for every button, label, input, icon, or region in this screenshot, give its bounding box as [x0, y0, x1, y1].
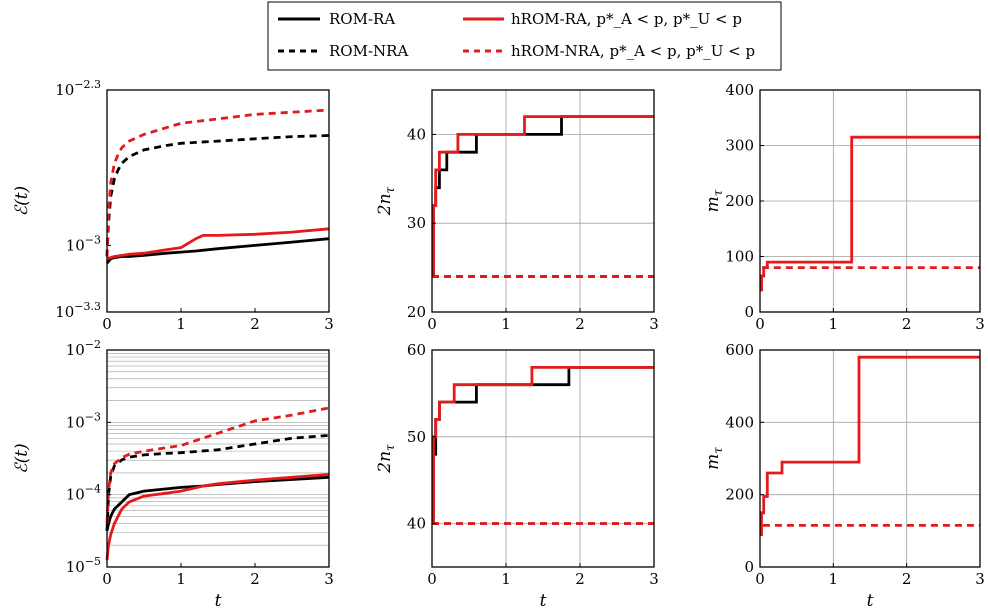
- legend-box: [267, 1, 782, 71]
- series-line-hrom-nra: [105, 108, 330, 257]
- legend-label-hrom-nra: hROM-NRA, p*_A < p, p*_U < p: [511, 42, 755, 60]
- y-tick-label: 300: [725, 137, 754, 155]
- plot-frame: [431, 89, 655, 313]
- y-tick-label: 0: [744, 558, 754, 576]
- legend-label-hrom-ra: hROM-RA, p*_A < p, p*_U < p: [511, 10, 742, 28]
- series-line-hrom-nra: [760, 266, 980, 292]
- series-line-rom-ra: [432, 115, 654, 278]
- y-tick-label: 10−4: [66, 483, 101, 504]
- y-tick-label: 50: [407, 428, 426, 446]
- y-tick-label: 400: [725, 413, 754, 431]
- y-axis-label: ℰ(t): [12, 186, 32, 216]
- y-axis-label: mτ: [703, 189, 725, 212]
- y-tick-label: 100: [725, 248, 754, 266]
- x-tick-label: 1: [501, 570, 511, 588]
- series-line-hrom-ra: [106, 227, 330, 261]
- y-tick-label: 30: [407, 214, 426, 232]
- y-tick-label: 10−2.3: [55, 78, 101, 99]
- y-tick-label: 60: [407, 341, 426, 359]
- y-tick-label: 0: [744, 303, 754, 321]
- y-tick-label: 40: [407, 125, 426, 143]
- x-tick-label: 2: [250, 570, 260, 588]
- y-tick-label: 10−3: [66, 410, 101, 431]
- series-line-rom-nra: [105, 434, 330, 531]
- series-line-rom-ra: [432, 365, 654, 525]
- y-tick-label: 10−2: [66, 338, 101, 359]
- plot-frame: [759, 349, 981, 568]
- legend-label-rom-nra: ROM-NRA: [329, 42, 408, 60]
- y-axis-label: 2nτ: [375, 186, 397, 216]
- x-tick-label: 3: [324, 315, 334, 333]
- y-tick-label: 10−3.3: [55, 300, 101, 321]
- x-tick-label: 1: [501, 315, 511, 333]
- x-tick-label: 1: [829, 315, 839, 333]
- chart-panel-1: 0 1 2 3 10−2.3 10−3 10−3.3 ℰ(t): [12, 78, 334, 333]
- plot-frame: [431, 349, 655, 568]
- x-tick-label: 3: [975, 570, 985, 588]
- x-tick-label: 1: [176, 570, 186, 588]
- chart-panel-3: 0 1 2 3 0 100 200 300 400 mτ: [703, 81, 985, 333]
- x-tick-label: 1: [176, 315, 186, 333]
- chart-panel-4: 0 1 2 3 10−2 10−3 10−4 10−5 ℰ(t) t: [12, 338, 334, 611]
- x-tick-label: 0: [102, 570, 112, 588]
- series-line-rom-ra: [105, 475, 330, 532]
- x-tick-label: 0: [427, 570, 437, 588]
- y-tick-label: 200: [725, 486, 754, 504]
- x-tick-label: 0: [755, 570, 765, 588]
- series-line-rom-nra: [105, 134, 330, 257]
- x-axis-label: t: [867, 591, 874, 611]
- y-axis-label: 2nτ: [375, 444, 397, 474]
- y-axis-label: mτ: [703, 447, 725, 470]
- chart-panel-5: 0 1 2 3 40 50 60 2nτ t: [375, 341, 659, 611]
- x-tick-label: 0: [427, 315, 437, 333]
- legend-label-rom-ra: ROM-RA: [329, 10, 395, 28]
- x-tick-label: 3: [324, 570, 334, 588]
- legend: ROM-RA hROM-RA, p*_A < p, p*_U < p ROM-N…: [267, 1, 782, 71]
- y-tick-label: 10−3: [66, 233, 101, 254]
- series-line-hrom-nra: [760, 524, 980, 536]
- x-tick-label: 3: [975, 315, 985, 333]
- y-tick-label: 600: [725, 341, 754, 359]
- plot-frame: [106, 349, 330, 568]
- series-line-hrom-ra: [432, 115, 654, 278]
- x-tick-label: 3: [649, 570, 659, 588]
- x-tick-label: 0: [755, 315, 765, 333]
- chart-panel-6: 0 1 2 3 0 200 400 600 mτ t: [703, 341, 985, 611]
- y-tick-label: 400: [725, 81, 754, 99]
- series-line-hrom-ra: [432, 365, 654, 525]
- plot-frame: [106, 89, 330, 313]
- x-tick-label: 2: [575, 315, 585, 333]
- y-tick-label: 20: [407, 303, 426, 321]
- x-axis-label: t: [540, 591, 547, 611]
- y-axis-label: ℰ(t): [12, 443, 32, 473]
- x-tick-label: 1: [829, 570, 839, 588]
- series-line-hrom-ra: [105, 473, 330, 560]
- series-line-hrom-nra: [105, 406, 330, 524]
- x-tick-label: 0: [102, 315, 112, 333]
- x-tick-label: 2: [902, 315, 912, 333]
- x-tick-label: 2: [902, 570, 912, 588]
- x-tick-label: 3: [649, 315, 659, 333]
- y-tick-label: 40: [407, 515, 426, 533]
- series-line-hrom-ra: [760, 355, 980, 536]
- x-tick-label: 2: [250, 315, 260, 333]
- x-axis-label: t: [215, 591, 222, 611]
- y-tick-label: 200: [725, 192, 754, 210]
- x-tick-label: 2: [575, 570, 585, 588]
- series-line-rom-ra: [105, 237, 330, 265]
- chart-panel-2: 0 1 2 3 20 30 40 2nτ: [375, 89, 659, 333]
- y-tick-label: 10−5: [66, 555, 101, 576]
